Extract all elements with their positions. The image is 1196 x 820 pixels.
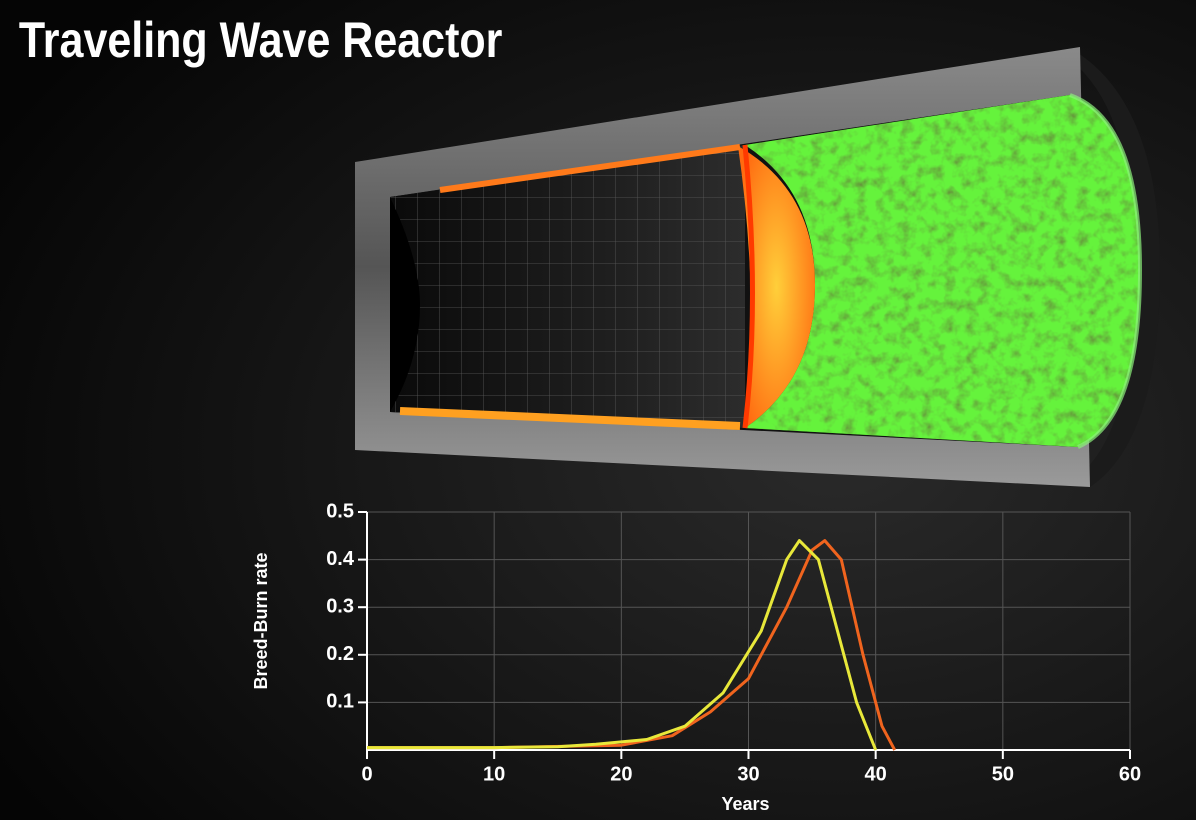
core-grid (390, 145, 745, 428)
x-tick-label: 60 (1119, 763, 1141, 785)
chart: 0 10 20 30 40 50 60 0.1 0.2 0.3 0.4 0.5 Years Breed-B… (251, 500, 1141, 813)
title: Traveling Wave Reactor (19, 12, 502, 68)
data-line (367, 539, 897, 751)
y-tick-label: 0.2 (326, 643, 354, 665)
x-tick-label: 50 (992, 763, 1014, 785)
burn-band-top (439, 144, 741, 193)
burn-wave (738, 146, 815, 428)
y-axis-label: Breed-Burn rate (251, 552, 271, 689)
fuel-edge (1069, 93, 1143, 449)
x-tick-label: 10 (483, 763, 505, 785)
x-tick-label: 20 (610, 763, 632, 785)
y-tick-label: 0.4 (326, 548, 355, 570)
data-line (367, 539, 878, 751)
x-tick-label: 30 (737, 763, 759, 785)
y-tick-label: 0.1 (326, 691, 354, 713)
x-tick-label: 40 (865, 763, 887, 785)
y-tick-label: 0.3 (326, 595, 354, 617)
x-tick-label: 0 (361, 763, 372, 785)
end-cap (1070, 48, 1160, 487)
x-axis-label: Years (721, 794, 769, 814)
fuel-texture (745, 95, 1140, 447)
y-tick-label: 0.5 (326, 500, 354, 522)
burn-band-bottom (399, 407, 741, 430)
core-end (390, 197, 420, 412)
burn-front (742, 144, 755, 429)
reactor-illustration (355, 47, 1160, 487)
